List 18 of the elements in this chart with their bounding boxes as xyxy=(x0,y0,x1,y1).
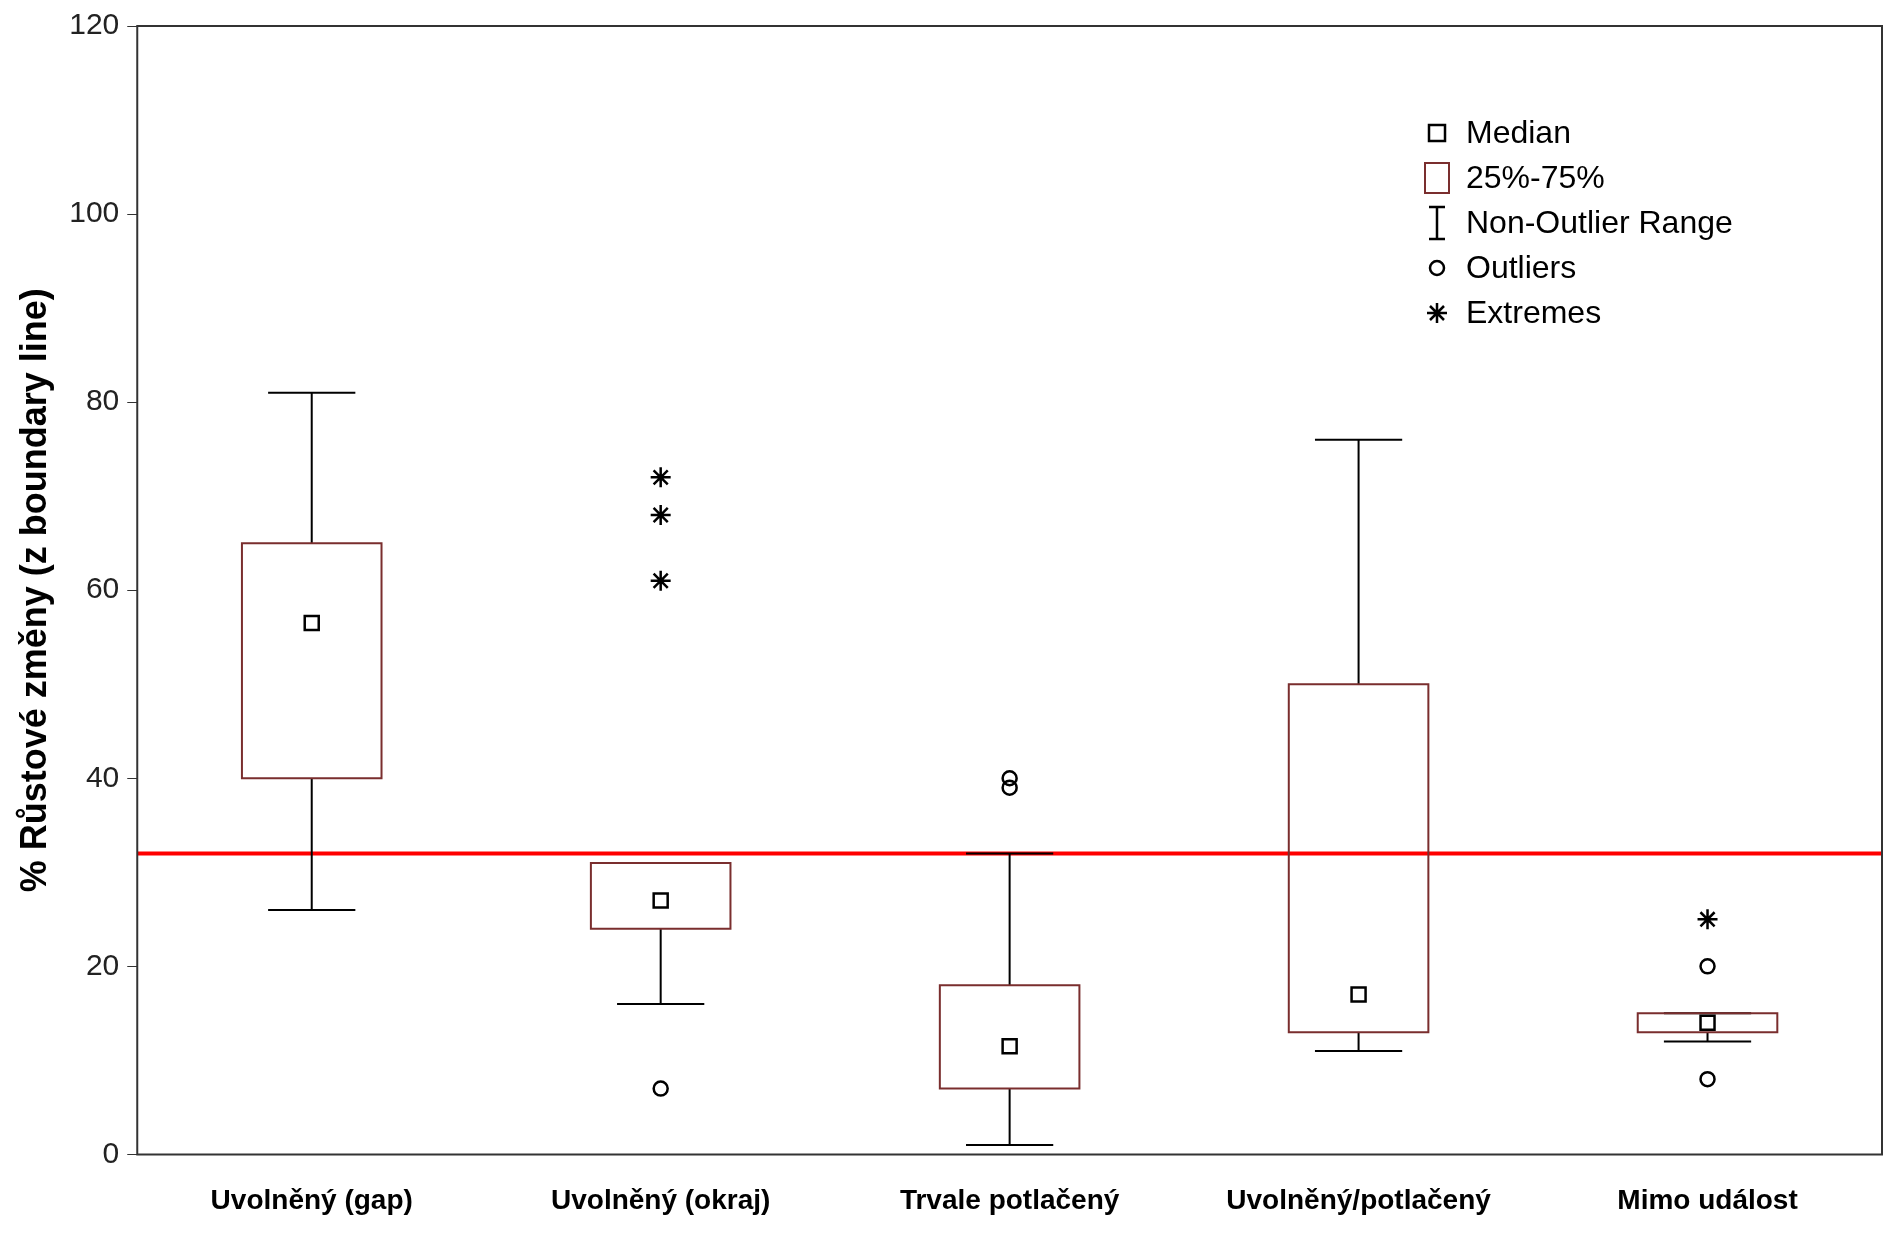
y-tick-label: 80 xyxy=(85,383,120,417)
legend-label: 25%-75% xyxy=(1466,159,1605,196)
x-tick-label: Mimo událost xyxy=(1617,1183,1798,1215)
y-tick-label: 120 xyxy=(69,7,120,41)
y-tick-label: 100 xyxy=(69,195,120,229)
annotation: Outliers xyxy=(1466,249,1577,286)
x-tick-label: Uvolněný/potlačený xyxy=(1226,1183,1492,1215)
annotation: Median xyxy=(1466,114,1571,151)
y-tick-label: 60 xyxy=(85,571,120,605)
x-tick-label: Trvale potlačený xyxy=(899,1183,1120,1215)
annotation: Non-Outlier Range xyxy=(1466,204,1733,241)
legend-label: Extremes xyxy=(1466,294,1602,331)
x-tick-label: Uvolněný (okraj) xyxy=(550,1183,771,1215)
y-tick-label: 0 xyxy=(102,1135,120,1169)
x-tick-label: Uvolněný (gap) xyxy=(210,1183,413,1215)
y-tick-label: 40 xyxy=(85,759,120,793)
y-tick-label: 20 xyxy=(85,947,120,981)
y-axis-title: % Růstové změny (z boundary line) xyxy=(12,288,54,893)
